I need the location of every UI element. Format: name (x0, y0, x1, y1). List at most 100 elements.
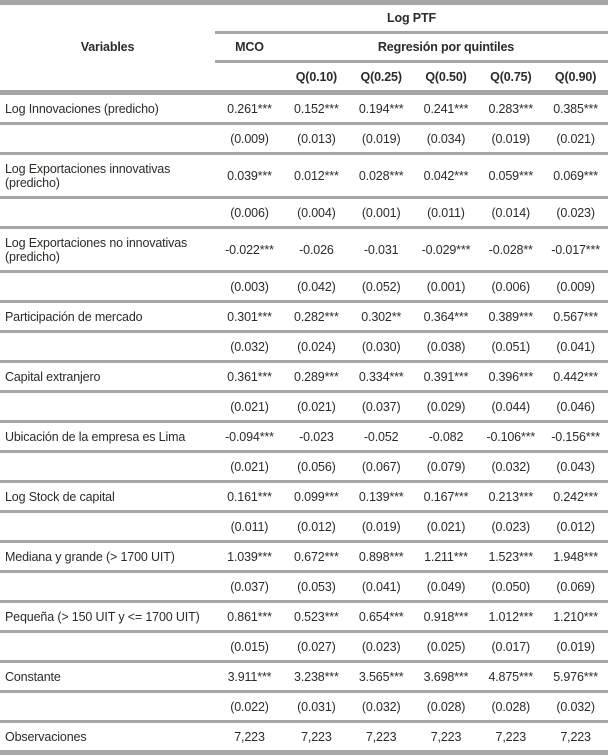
observations-value: 7,223 (495, 729, 527, 744)
quantiles-group-header: Regresión por quintiles (284, 32, 608, 63)
std-error-value: (0.069) (556, 579, 595, 594)
std-error-value: (0.009) (230, 131, 269, 146)
observations-value: 7,223 (365, 729, 397, 744)
variable-label: Log Innovaciones (predicho) (5, 101, 159, 116)
std-error-value: (0.046) (556, 399, 595, 414)
coefficient-row: Constante 3.911*** 3.238*** 3.565*** 3.698**… (0, 662, 608, 692)
coefficient-value: 0.241*** (423, 101, 469, 116)
coefficient-row: Ubicación de la empresa es Lima -0.094***… (0, 422, 608, 452)
std-error-value: (0.027) (297, 639, 336, 654)
variable-label: Log Exportaciones innovativas (predicho) (5, 161, 171, 190)
std-error-value: (0.021) (230, 459, 269, 474)
variable-label-empty (0, 632, 215, 662)
coefficient-value: -0.028** (488, 242, 533, 257)
header-spacer (0, 61, 215, 95)
std-error-value: (0.023) (491, 519, 531, 534)
mco-header: MCO (215, 32, 284, 63)
coefficient-value: 1.210*** (553, 609, 598, 624)
std-error-value: (0.032) (556, 699, 595, 714)
std-error-row: (0.022) (0.031) (0.032) (0.028) (0.028) (0.03… (0, 692, 608, 722)
std-error-value: (0.001) (361, 205, 401, 220)
std-error-value: (0.021) (426, 519, 466, 534)
coefficient-value: 0.099*** (294, 489, 339, 504)
coefficient-value: 3.698*** (423, 669, 469, 684)
std-error-value: (0.032) (230, 339, 269, 354)
coefficient-value: 0.302** (361, 309, 402, 324)
std-error-value: (0.079) (426, 459, 466, 474)
coefficient-value: 0.012*** (294, 168, 339, 183)
std-error-value: (0.028) (491, 699, 531, 714)
coefficient-value: -0.029*** (421, 242, 471, 257)
std-error-value: (0.056) (297, 459, 336, 474)
quantile-col-header: Q(0.90) (543, 61, 608, 95)
coefficient-row: Pequeña (> 150 UIT y <= 1700 UIT) 0.861**… (0, 602, 608, 632)
std-error-value: (0.037) (230, 579, 269, 594)
variable-label-empty (0, 332, 215, 362)
std-error-value: (0.019) (491, 131, 531, 146)
coefficient-value: 0.139*** (358, 489, 404, 504)
std-error-row: (0.015) (0.027) (0.023) (0.025) (0.017) (0.01… (0, 632, 608, 662)
coefficient-value: 0.028*** (358, 168, 404, 183)
header-row-groups: Variables MCO Regresión por quintiles (0, 32, 608, 63)
std-error-value: (0.017) (491, 639, 531, 654)
variable-label: Ubicación de la empresa es Lima (5, 429, 186, 444)
std-error-row: (0.009) (0.013) (0.019) (0.034) (0.019) (0.02… (0, 124, 608, 154)
std-error-value: (0.050) (491, 579, 531, 594)
std-error-value: (0.025) (426, 639, 466, 654)
variable-label-empty (0, 392, 215, 422)
std-error-value: (0.006) (230, 205, 269, 220)
coefficient-value: 0.361*** (227, 369, 272, 384)
header-row-quantiles: Q(0.10) Q(0.25) Q(0.50) Q(0.75) Q(0.90) (0, 61, 608, 95)
coefficient-value: -0.052 (363, 429, 399, 444)
observations-row: Observaciones 7,223 7,223 7,223 7,223 7,223 7,… (0, 722, 608, 753)
coefficient-row: Mediana y grande (> 1700 UIT) 1.039*** 0.6… (0, 542, 608, 572)
std-error-value: (0.012) (297, 519, 336, 534)
coefficient-value: -0.026 (299, 242, 334, 257)
variable-label: Participación de mercado (5, 309, 143, 324)
std-error-value: (0.019) (361, 519, 401, 534)
variable-label: Log Exportaciones no innovativas (predic… (5, 235, 188, 264)
coefficient-row: Log Stock de capital 0.161*** 0.099*** 0.13… (0, 482, 608, 512)
std-error-value: (0.041) (556, 339, 595, 354)
header-row-title: Log PTF (0, 2, 608, 34)
std-error-row: (0.021) (0.056) (0.067) (0.079) (0.032) (0.04… (0, 452, 608, 482)
observations-value: 7,223 (430, 729, 462, 744)
std-error-value: (0.009) (556, 279, 595, 294)
variable-label: Log Stock de capital (5, 489, 115, 504)
std-error-value: (0.041) (361, 579, 401, 594)
coefficient-value: 0.261*** (227, 101, 272, 116)
coefficient-value: 0.152*** (294, 101, 339, 116)
coefficient-value: 0.039*** (227, 168, 272, 183)
coefficient-value: 0.389*** (488, 309, 534, 324)
std-error-value: (0.013) (297, 131, 336, 146)
coefficient-value: 0.282*** (294, 309, 339, 324)
std-error-value: (0.019) (361, 131, 401, 146)
std-error-value: (0.028) (426, 699, 466, 714)
coefficient-value: 0.442*** (553, 369, 598, 384)
coefficient-value: 0.396*** (488, 369, 534, 384)
std-error-value: (0.037) (361, 399, 401, 414)
header-spacer (215, 61, 284, 95)
std-error-value: (0.006) (491, 279, 531, 294)
std-error-row: (0.032) (0.024) (0.030) (0.038) (0.051) (0.04… (0, 332, 608, 362)
std-error-value: (0.044) (491, 399, 531, 414)
std-error-row: (0.037) (0.053) (0.041) (0.049) (0.050) (0.06… (0, 572, 608, 602)
variable-label-empty (0, 572, 215, 602)
coefficient-value: 0.301*** (227, 309, 272, 324)
variables-header: Variables (80, 40, 135, 54)
std-error-value: (0.049) (426, 579, 466, 594)
coefficient-value: 0.242*** (553, 489, 598, 504)
coefficient-row: Log Exportaciones no innovativas (predic… (0, 228, 608, 272)
std-error-value: (0.043) (556, 459, 595, 474)
coefficient-value: 1.523*** (488, 549, 534, 564)
quantile-col-header: Q(0.10) (284, 61, 349, 95)
coefficient-value: 0.654*** (358, 609, 404, 624)
coefficient-value: 0.918*** (423, 609, 469, 624)
coefficient-value: 0.364*** (423, 309, 469, 324)
std-error-value: (0.024) (297, 339, 336, 354)
std-error-value: (0.012) (556, 519, 595, 534)
coefficient-row: Capital extranjero 0.361*** 0.289*** 0.334*… (0, 362, 608, 392)
coefficient-value: -0.082 (428, 429, 464, 444)
coefficient-value: 0.334*** (358, 369, 404, 384)
quantile-col-header: Q(0.50) (413, 61, 479, 95)
